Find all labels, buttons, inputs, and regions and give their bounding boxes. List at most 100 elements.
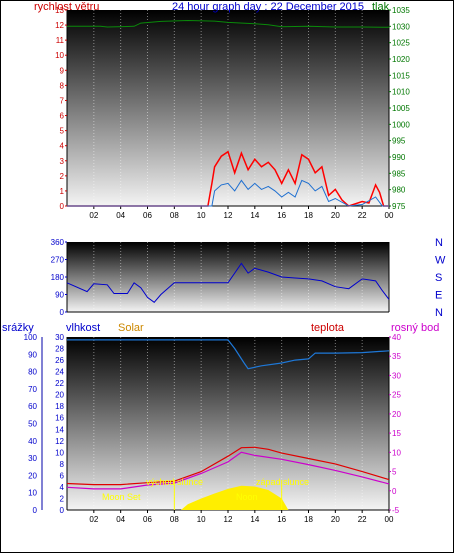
pressure-axis-tick-label: 1025 (392, 39, 410, 48)
direction-axis-tick-label: 360 (51, 238, 65, 247)
solar-area (181, 485, 289, 510)
wind-axis-tick-label: 4 (60, 142, 65, 151)
compass-label: N (435, 237, 443, 249)
x-tick-label: 02 (89, 515, 98, 524)
rain-axis-label: srážky (2, 322, 34, 334)
wind-axis-tick-label: 13 (55, 6, 64, 15)
wind-axis-tick-label: 5 (60, 127, 65, 136)
wind-axis-tick-label: 12 (55, 21, 64, 30)
pressure-axis-tick-label: 1035 (392, 6, 410, 15)
x-tick-label: 10 (197, 515, 206, 524)
x-tick-label: 22 (358, 515, 367, 524)
noon-annotation: Noon (236, 492, 258, 502)
x-tick-label: 08 (170, 211, 179, 220)
rain-axis-tick-label: 0 (33, 506, 38, 515)
temperature-axis-label: teplota (311, 322, 345, 334)
x-tick-label: 18 (304, 211, 313, 220)
wind-axis-tick-label: 0 (60, 202, 65, 211)
humidity-axis-tick-label: 14 (55, 425, 64, 434)
x-tick-label: 04 (116, 211, 125, 220)
direction-axis-tick-label: 0 (60, 308, 65, 317)
wind-axis-tick-label: 3 (60, 157, 65, 166)
x-tick-label: 12 (224, 515, 233, 524)
rain-axis-tick-label: 70 (28, 385, 37, 394)
rain-axis-tick-label: 10 (28, 489, 37, 498)
pressure-axis-tick-label: 975 (392, 202, 406, 211)
direction-axis-tick-label: 180 (51, 273, 65, 282)
page-title: 24 hour graph day : 22 December 2015 (172, 1, 365, 13)
temperature-axis-tick-label: 5 (392, 468, 397, 477)
x-tick-label: 00 (385, 515, 394, 524)
x-tick-label: 04 (116, 515, 125, 524)
wind-axis-tick-label: 7 (60, 96, 65, 105)
plot-area-3 (67, 337, 389, 510)
humidity-axis-tick-label: 2 (60, 494, 65, 503)
x-tick-label: 14 (250, 515, 259, 524)
wind-axis-tick-label: 9 (60, 66, 65, 75)
x-tick-label: 12 (224, 211, 233, 220)
x-tick-label: 20 (331, 515, 340, 524)
rain-axis-tick-label: 40 (28, 437, 37, 446)
humidity-axis-tick-label: 28 (55, 345, 64, 354)
pressure-axis-tick-label: 980 (392, 186, 406, 195)
series-line-gust (67, 179, 389, 207)
temperature-axis-tick-label: 15 (392, 429, 401, 438)
plot-area-1 (67, 10, 389, 206)
temperature-axis-tick-label: 40 (392, 333, 401, 342)
pressure-axis-tick-label: 990 (392, 153, 406, 162)
temperature-axis-tick-label: 25 (392, 391, 401, 400)
rain-axis-tick-label: 30 (28, 454, 37, 463)
x-tick-label: 16 (277, 211, 286, 220)
series-line-wind (67, 150, 389, 207)
direction-axis-tick-label: 270 (51, 256, 65, 265)
rain-axis-tick-label: 100 (24, 333, 38, 342)
pressure-axis-label: tlak (372, 1, 390, 13)
series-line-pressure (67, 19, 390, 28)
rain-axis-tick-label: 80 (28, 368, 37, 377)
x-tick-label: 16 (277, 515, 286, 524)
x-tick-label: 00 (385, 211, 394, 220)
pressure-axis-tick-label: 995 (392, 137, 406, 146)
humidity-axis-tick-label: 12 (55, 437, 64, 446)
humidity-axis-tick-label: 30 (55, 333, 64, 342)
temperature-axis-tick-label: 30 (392, 371, 401, 380)
rain-axis-tick-label: 50 (28, 420, 37, 429)
temperature-axis-tick-label: 10 (392, 448, 401, 457)
humidity-axis-tick-label: 0 (60, 506, 65, 515)
compass-label: W (435, 255, 446, 267)
x-tick-label: 20 (331, 211, 340, 220)
pressure-axis-tick-label: 1005 (392, 104, 410, 113)
compass-label: N (435, 307, 443, 319)
humidity-axis-tick-label: 22 (55, 379, 64, 388)
rain-axis-tick-label: 20 (28, 471, 37, 480)
pressure-axis-tick-label: 1015 (392, 71, 410, 80)
x-tick-label: 10 (197, 211, 206, 220)
rain-axis-tick-label: 60 (28, 402, 37, 411)
humidity-axis-tick-label: 8 (60, 460, 65, 469)
wind-axis-tick-label: 1 (60, 187, 65, 196)
solar-label: Solar (118, 322, 144, 334)
humidity-axis-tick-label: 20 (55, 391, 64, 400)
humidity-axis-tick-label: 26 (55, 356, 64, 365)
x-tick-label: 06 (143, 211, 152, 220)
pressure-axis-tick-label: 985 (392, 169, 406, 178)
series-line-humidity (67, 339, 390, 370)
pressure-axis-tick-label: 1000 (392, 120, 410, 129)
humidity-axis-tick-label: 16 (55, 414, 64, 423)
humidity-axis-label: vlhkost (66, 322, 101, 334)
humidity-axis-tick-label: 10 (55, 448, 64, 457)
series-line-temperature (66, 446, 390, 486)
dewpoint-axis-label: rosný bod (391, 322, 440, 334)
humidity-axis-tick-label: 6 (60, 471, 65, 480)
series-line-direction (66, 262, 390, 303)
rain-axis-tick-label: 90 (28, 350, 37, 359)
wind-axis-label: rychlost větru (34, 1, 100, 13)
wind-axis-tick-label: 8 (60, 81, 65, 90)
temperature-axis-tick-label: 20 (392, 410, 401, 419)
wind-axis-tick-label: 11 (56, 36, 65, 45)
x-tick-label: 06 (143, 515, 152, 524)
wind-axis-tick-label: 2 (60, 172, 65, 181)
humidity-axis-tick-label: 4 (60, 483, 65, 492)
